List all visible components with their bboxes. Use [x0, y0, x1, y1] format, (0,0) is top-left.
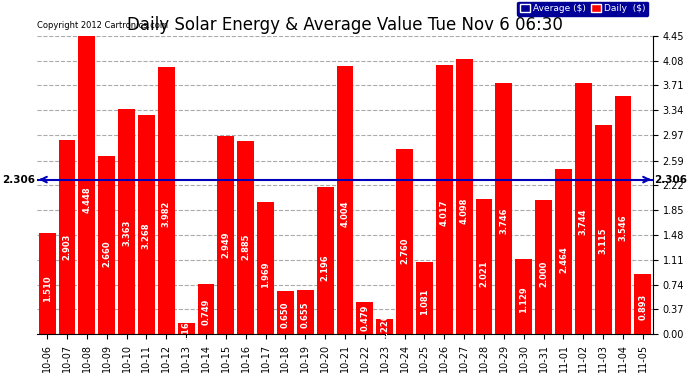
Bar [575, 83, 592, 334]
Bar [416, 262, 433, 334]
Bar [436, 65, 453, 334]
Bar [357, 302, 373, 334]
Text: 4.098: 4.098 [460, 197, 469, 224]
Bar [475, 199, 493, 334]
Bar [39, 233, 55, 334]
Text: 3.115: 3.115 [599, 227, 608, 254]
Text: 1.081: 1.081 [420, 288, 429, 315]
Text: 0.655: 0.655 [301, 301, 310, 328]
Text: 3.746: 3.746 [500, 208, 509, 234]
Text: 2.903: 2.903 [63, 234, 72, 260]
Text: 3.363: 3.363 [122, 220, 131, 246]
Text: 3.546: 3.546 [618, 214, 627, 240]
Bar [615, 96, 631, 334]
Text: 2.760: 2.760 [400, 238, 409, 264]
Text: 4.004: 4.004 [340, 200, 350, 226]
Bar [376, 319, 393, 334]
Text: 4.017: 4.017 [440, 200, 449, 226]
Text: 2.306: 2.306 [3, 175, 36, 184]
Bar [515, 258, 532, 334]
Bar [257, 202, 274, 334]
Bar [555, 169, 572, 334]
Bar [595, 125, 611, 334]
Text: 0.749: 0.749 [201, 298, 210, 325]
Text: 4.448: 4.448 [82, 187, 91, 213]
Text: 2.949: 2.949 [221, 232, 230, 258]
Bar [277, 291, 294, 334]
Text: 0.650: 0.650 [281, 302, 290, 328]
Text: 0.479: 0.479 [360, 305, 369, 332]
Bar [455, 59, 473, 334]
Text: 2.306: 2.306 [654, 175, 687, 184]
Bar [217, 136, 235, 334]
Text: 1.969: 1.969 [261, 262, 270, 288]
Bar [177, 323, 195, 334]
Bar [337, 66, 353, 334]
Bar [237, 141, 254, 334]
Text: 0.226: 0.226 [380, 314, 389, 340]
Text: 2.464: 2.464 [559, 246, 568, 273]
Bar [297, 290, 314, 334]
Bar [59, 140, 75, 334]
Text: 3.268: 3.268 [142, 222, 151, 249]
Text: 2.000: 2.000 [539, 261, 548, 287]
Bar [197, 284, 215, 334]
Bar [158, 67, 175, 334]
Text: 1.510: 1.510 [43, 275, 52, 302]
Text: 0.893: 0.893 [638, 294, 647, 320]
Text: 2.660: 2.660 [102, 241, 111, 267]
Text: 3.744: 3.744 [579, 208, 588, 234]
Bar [138, 115, 155, 334]
Text: 2.196: 2.196 [321, 255, 330, 281]
Bar [79, 36, 95, 334]
Bar [396, 149, 413, 334]
Text: 2.021: 2.021 [480, 260, 489, 286]
Title: Daily Solar Energy & Average Value Tue Nov 6 06:30: Daily Solar Energy & Average Value Tue N… [127, 16, 563, 34]
Bar [635, 274, 651, 334]
Text: 3.982: 3.982 [161, 201, 170, 227]
Bar [98, 156, 115, 334]
Bar [495, 83, 513, 334]
Text: 0.169: 0.169 [181, 315, 190, 342]
Bar [118, 109, 135, 334]
Text: 2.885: 2.885 [241, 234, 250, 260]
Text: 1.129: 1.129 [520, 287, 529, 314]
Legend: Average ($), Daily  ($): Average ($), Daily ($) [517, 2, 649, 16]
Text: Copyright 2012 Cartronics.com: Copyright 2012 Cartronics.com [37, 21, 168, 30]
Bar [317, 187, 333, 334]
Bar [535, 200, 552, 334]
